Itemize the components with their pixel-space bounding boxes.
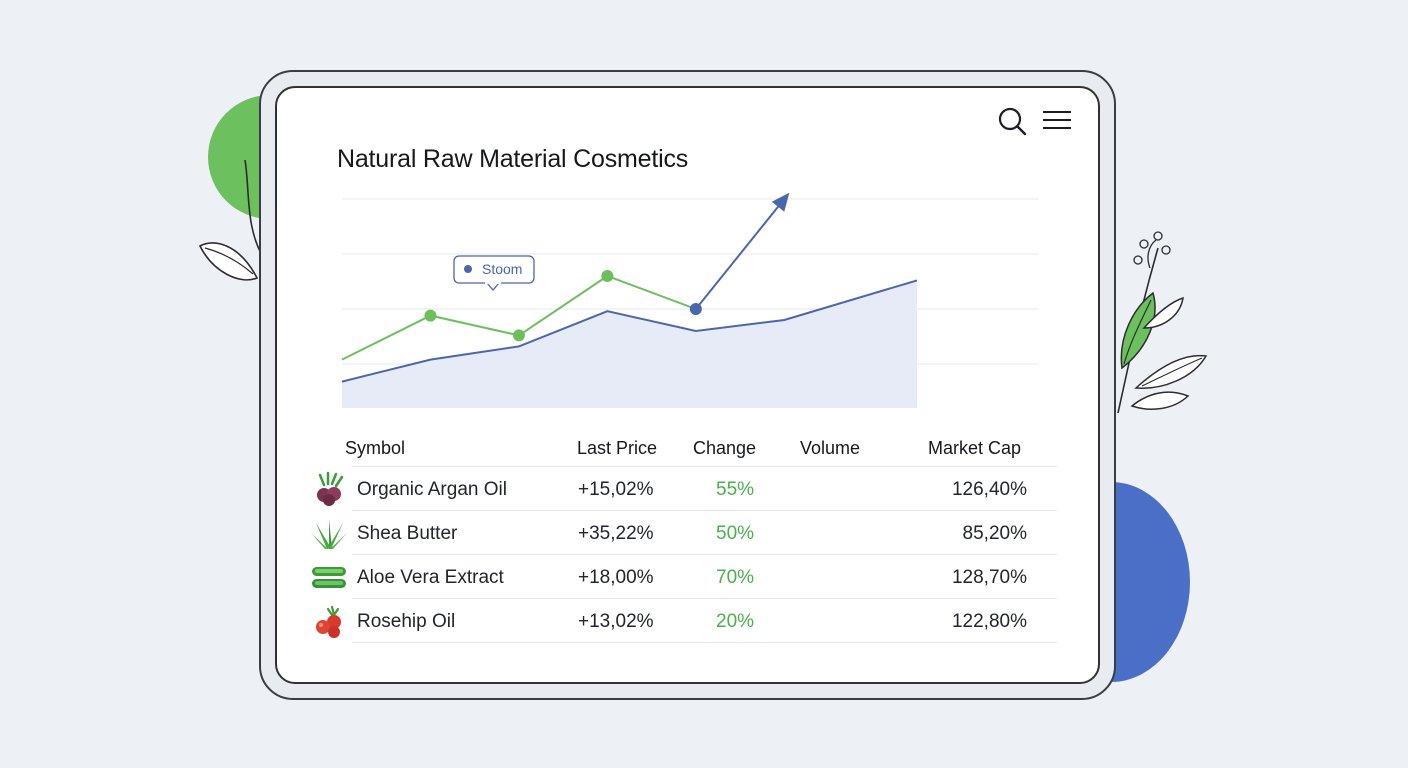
- table-row[interactable]: Organic Argan Oil +15,02% 55% 126,40%: [317, 466, 1057, 510]
- column-header-symbol[interactable]: Symbol: [345, 438, 406, 458]
- change-cell: 20%: [716, 611, 755, 632]
- argan-fruit-icon: [317, 471, 344, 506]
- market-cap-cell: 126,40%: [951, 479, 1027, 500]
- tooltip-marker-icon: [464, 265, 472, 273]
- column-header-volume[interactable]: Volume: [800, 438, 861, 458]
- trend-arrow-icon: [771, 192, 790, 212]
- aloe-leaf-icon: [312, 567, 346, 588]
- chart-tooltip: Stoom: [453, 255, 535, 291]
- table-row[interactable]: Rosehip Oil +13,02% 20% 122,80%: [316, 598, 1057, 642]
- column-header-market-cap[interactable]: Market Cap: [928, 438, 1022, 458]
- last-price-cell: +15,02%: [578, 479, 654, 500]
- line-chart: Stoom: [341, 192, 1039, 408]
- symbol-cell: Aloe Vera Extract: [357, 567, 504, 588]
- series-area-fill: [342, 280, 917, 408]
- table-bottom-divider: [352, 642, 1057, 644]
- search-icon[interactable]: [997, 106, 1029, 138]
- series-trend-line: [695, 198, 786, 310]
- data-point: [424, 309, 437, 322]
- change-cell: 70%: [716, 567, 755, 588]
- app-screen: Natural Raw Material Cosmetics Stoom Sym…: [275, 86, 1100, 684]
- table-row[interactable]: Shea Butter +35,22% 50% 85,20%: [311, 510, 1057, 554]
- data-point: [512, 329, 525, 342]
- symbol-cell: Organic Argan Oil: [357, 479, 507, 500]
- leaf-branch-right-icon: [1117, 231, 1208, 414]
- data-point: [689, 303, 702, 315]
- table-row[interactable]: Aloe Vera Extract +18,00% 70% 128,70%: [312, 554, 1057, 598]
- tooltip-label: Stoom: [482, 261, 522, 277]
- column-header-last-price[interactable]: Last Price: [577, 438, 658, 458]
- last-price-cell: +18,00%: [578, 567, 654, 588]
- aloe-plant-icon: [311, 519, 347, 549]
- rosehip-berry-icon: [316, 605, 341, 638]
- last-price-cell: +13,02%: [578, 611, 654, 632]
- last-price-cell: +35,22%: [578, 523, 654, 544]
- symbol-cell: Rosehip Oil: [357, 611, 456, 632]
- symbol-cell: Shea Butter: [357, 523, 458, 544]
- change-cell: 55%: [716, 479, 755, 500]
- column-header-change[interactable]: Change: [693, 438, 757, 458]
- page-title: Natural Raw Material Cosmetics: [337, 145, 689, 173]
- market-cap-cell: 85,20%: [962, 523, 1027, 544]
- series-blue-line: [341, 279, 918, 383]
- market-cap-cell: 128,70%: [951, 567, 1027, 588]
- change-cell: 50%: [716, 523, 755, 544]
- hamburger-menu-icon[interactable]: [1041, 106, 1073, 138]
- data-point: [601, 270, 614, 282]
- market-cap-cell: 122,80%: [951, 611, 1027, 632]
